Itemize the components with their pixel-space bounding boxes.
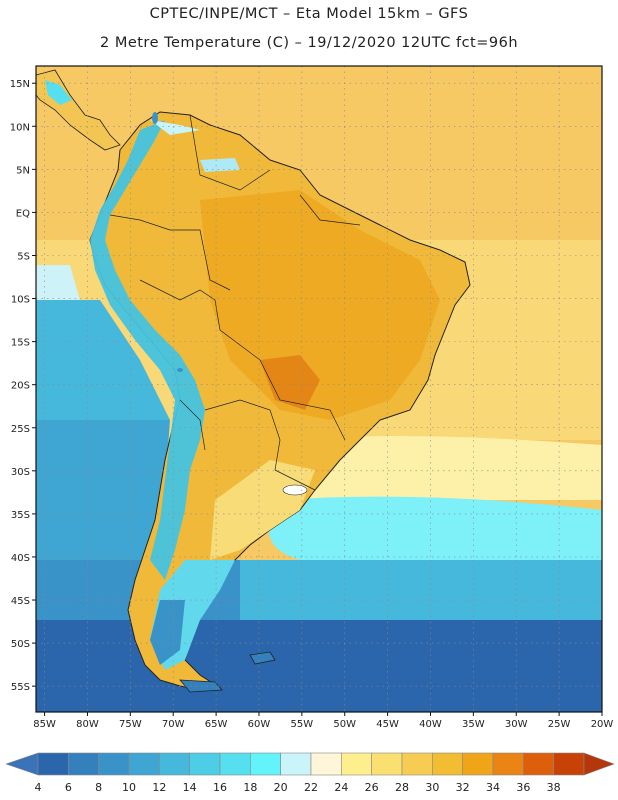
lat-lon-grid bbox=[36, 66, 602, 712]
rio-de-la-plata bbox=[282, 484, 308, 496]
colorbar-swatch bbox=[371, 752, 403, 776]
lat-tick-label: 35S bbox=[11, 510, 30, 521]
map-frame bbox=[35, 65, 603, 713]
lat-tick-label: 55S bbox=[11, 682, 30, 693]
ocean-band bbox=[280, 436, 602, 500]
colorbar-label: 36 bbox=[516, 781, 530, 794]
lat-tick-label: 45S bbox=[11, 596, 30, 607]
colorbar-label: 38 bbox=[547, 781, 561, 794]
mild-region bbox=[210, 460, 315, 560]
lake bbox=[177, 368, 183, 372]
lat-tick-label: EQ bbox=[16, 208, 30, 219]
hot-interior-region bbox=[200, 190, 440, 420]
ocean-band bbox=[36, 265, 80, 300]
longitude-labels: 85W 80W 75W 70W 65W 60W 55W 50W 45W 40W 35W 30W 25W 2… bbox=[33, 712, 613, 730]
colorbar-label: 10 bbox=[122, 781, 136, 794]
ocean-band bbox=[36, 300, 170, 420]
colorbar-label: 32 bbox=[456, 781, 470, 794]
lat-tick-label: 40S bbox=[11, 553, 30, 564]
lon-tick-label: 55W bbox=[291, 719, 314, 730]
colorbar-swatch bbox=[219, 752, 251, 776]
colorbar-label: 4 bbox=[35, 781, 42, 794]
lat-tick-label: 5N bbox=[16, 165, 30, 176]
colorbar-swatch bbox=[462, 752, 494, 776]
colorbar-swatch bbox=[98, 752, 130, 776]
colorbar-low-arrow bbox=[5, 752, 39, 776]
colorbar-label: 20 bbox=[274, 781, 288, 794]
colorbar-swatch bbox=[553, 752, 585, 776]
lon-tick-label: 35W bbox=[462, 719, 485, 730]
colorbar-swatch bbox=[310, 752, 342, 776]
lat-tick-label: 15N bbox=[10, 79, 30, 90]
colorbar-label: 8 bbox=[95, 781, 102, 794]
colorbar-high-arrow bbox=[583, 752, 615, 776]
lat-tick-label: 20S bbox=[11, 381, 30, 392]
map-subtitle: 2 Metre Temperature (C) – 19/12/2020 12U… bbox=[99, 35, 519, 51]
lon-tick-label: 50W bbox=[333, 719, 356, 730]
map-area bbox=[36, 66, 602, 712]
falkland-islands bbox=[249, 651, 276, 665]
lon-tick-label: 70W bbox=[162, 719, 185, 730]
map-title: CPTEC/INPE/MCT – Eta Model 15km – GFS bbox=[149, 6, 469, 22]
lat-tick-label: 5S bbox=[17, 251, 30, 262]
colorbar-swatch bbox=[68, 752, 99, 776]
cool-highlands bbox=[200, 158, 240, 172]
colorbar-swatch bbox=[189, 752, 221, 776]
colorbar-label: 28 bbox=[395, 781, 409, 794]
colorbar-swatch bbox=[250, 752, 281, 776]
lon-tick-label: 40W bbox=[419, 719, 442, 730]
ocean-band bbox=[36, 620, 602, 712]
lat-tick-label: 50S bbox=[11, 639, 30, 650]
lon-tick-label: 45W bbox=[376, 719, 399, 730]
lon-tick-label: 20W bbox=[591, 719, 614, 730]
colorbar-swatch bbox=[492, 752, 524, 776]
colorbar-swatch bbox=[523, 752, 554, 776]
ocean-band bbox=[268, 496, 602, 560]
andes-cold-strip bbox=[90, 120, 205, 580]
ocean-band bbox=[230, 560, 602, 620]
lake bbox=[152, 112, 158, 124]
colorbar-swatch bbox=[432, 752, 463, 776]
lon-tick-label: 30W bbox=[505, 719, 528, 730]
hot-spot-region bbox=[260, 355, 320, 410]
colorbar-label: 6 bbox=[65, 781, 72, 794]
colorbar-label: 16 bbox=[213, 781, 227, 794]
colorbar-label: 26 bbox=[365, 781, 379, 794]
colorbar-swatch bbox=[37, 752, 69, 776]
ocean-band bbox=[36, 420, 170, 560]
colorbar-swatch bbox=[401, 752, 433, 776]
colorbar-swatch bbox=[280, 752, 312, 776]
lat-tick-label: 30S bbox=[11, 467, 30, 478]
temperature-colorbar: 4 6 8 10 12 14 16 18 20 22 24 26 28 30 32 34 36 38 bbox=[5, 752, 615, 794]
lon-tick-label: 65W bbox=[205, 719, 228, 730]
colorbar-label: 18 bbox=[243, 781, 257, 794]
colorbar-label: 22 bbox=[304, 781, 318, 794]
lon-tick-label: 75W bbox=[119, 719, 142, 730]
colorbar-label: 14 bbox=[183, 781, 197, 794]
lon-tick-label: 85W bbox=[33, 719, 56, 730]
lat-tick-label: 10S bbox=[11, 295, 30, 306]
lat-tick-label: 25S bbox=[11, 424, 30, 435]
colorbar-swatch bbox=[159, 752, 190, 776]
colorbar-swatch bbox=[128, 752, 160, 776]
colorbar-swatch bbox=[341, 752, 372, 776]
lon-tick-label: 25W bbox=[548, 719, 571, 730]
country-borders bbox=[109, 114, 361, 491]
cool-highlands bbox=[150, 120, 200, 135]
colorbar-label: 24 bbox=[334, 781, 348, 794]
lat-tick-label: 15S bbox=[11, 338, 30, 349]
cold-patagonia-region bbox=[150, 600, 185, 665]
central-america-highlands bbox=[45, 80, 72, 105]
lon-tick-label: 60W bbox=[248, 719, 271, 730]
lon-tick-label: 80W bbox=[76, 719, 99, 730]
colorbar-label: 34 bbox=[486, 781, 500, 794]
colorbar-label: 12 bbox=[152, 781, 166, 794]
latitude-labels: 15N 10N 5N EQ 5S 10S 15S 20S 25S 30S 35S 40S 45S 50S 5… bbox=[10, 79, 36, 693]
lat-tick-label: 10N bbox=[10, 122, 30, 133]
colorbar-label: 30 bbox=[425, 781, 439, 794]
